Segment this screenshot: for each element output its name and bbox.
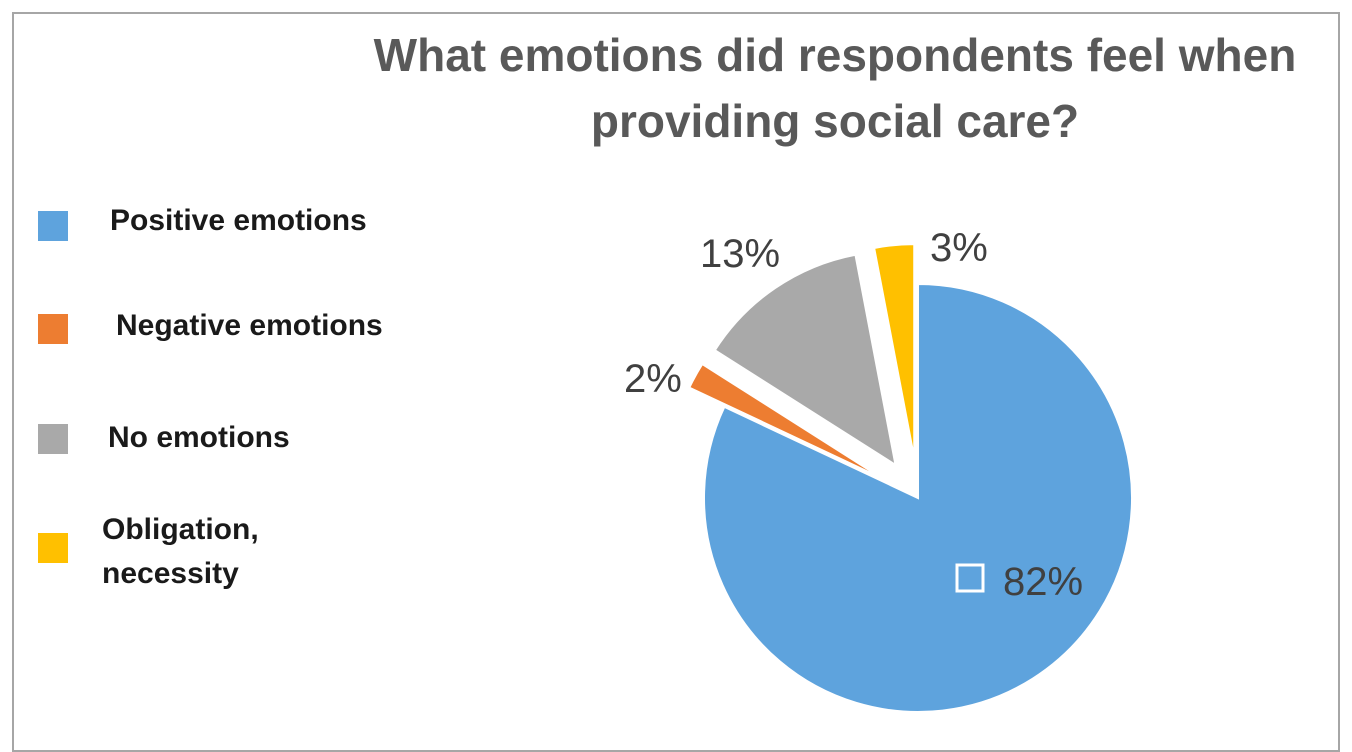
legend-label-obligation-line-1: Obligation, <box>102 513 259 546</box>
chart-title-line-2: providing social care? <box>590 95 1080 147</box>
pie-chart: 82% 2% 13% 3% <box>624 226 1133 713</box>
chart-frame <box>12 12 1340 752</box>
legend-label-obligation-line-2: necessity <box>102 557 239 590</box>
pie-slice-obligation <box>872 243 916 459</box>
data-label-positive: 82% <box>1003 560 1083 604</box>
legend-label-negative: Negative emotions <box>116 309 383 342</box>
legend-label-none: No emotions <box>108 421 290 454</box>
data-label-obligation: 3% <box>930 226 988 270</box>
legend-swatch-obligation <box>38 533 68 563</box>
legend-swatch-positive <box>38 211 68 241</box>
data-label-none: 13% <box>700 232 780 276</box>
legend-swatch-none <box>38 424 68 454</box>
pie-slice-none <box>713 253 897 467</box>
data-label-marker-positive <box>955 563 985 593</box>
pie-slice-positive <box>703 282 1133 713</box>
chart-title: What emotions did respondents feel when … <box>330 22 1340 154</box>
data-label-negative: 2% <box>624 357 682 401</box>
legend-label-positive: Positive emotions <box>110 204 367 237</box>
chart-title-line-1: What emotions did respondents feel when <box>373 29 1297 81</box>
legend-swatch-negative <box>38 314 68 344</box>
pie-slice-negative <box>687 362 884 480</box>
